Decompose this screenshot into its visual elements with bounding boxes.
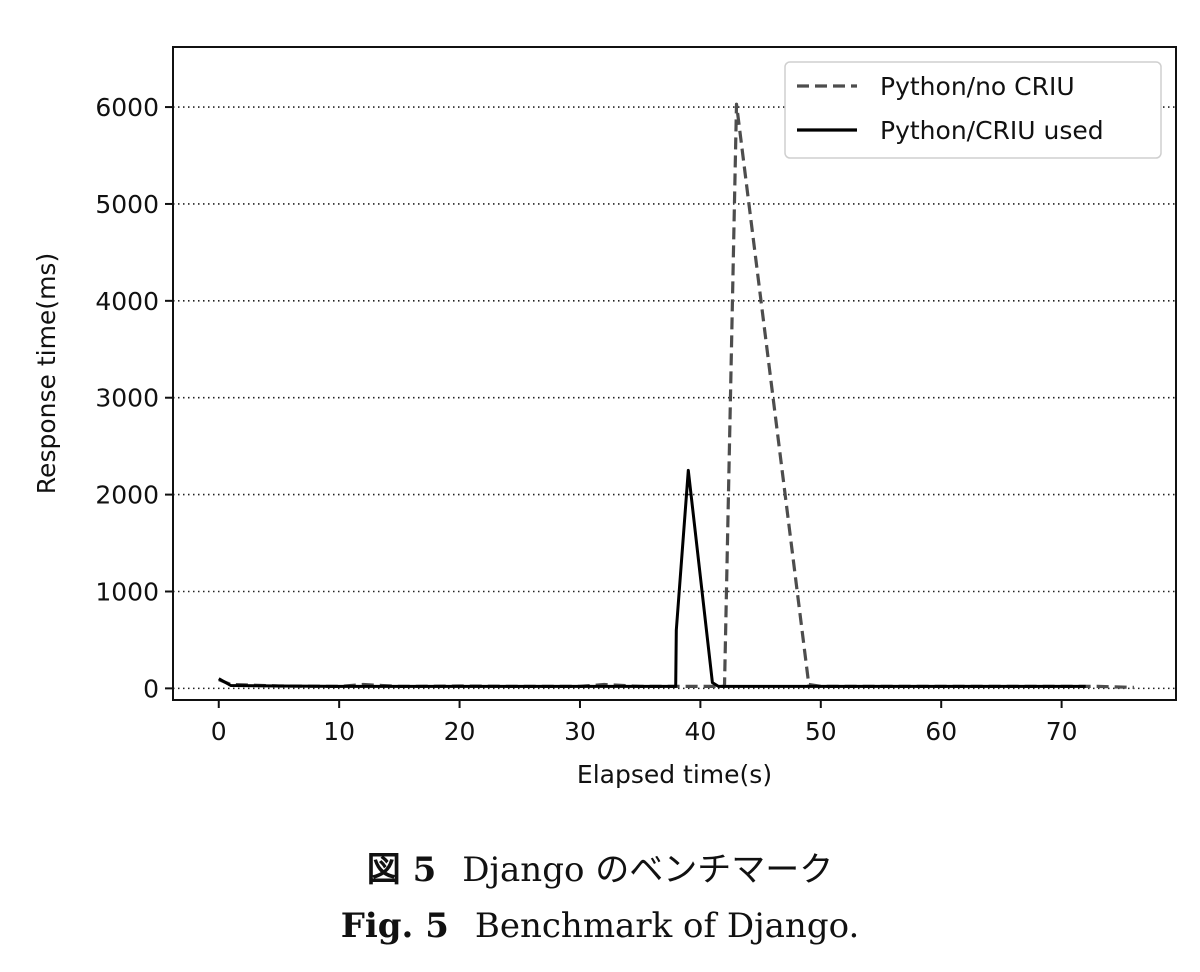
- caption-japanese: 図 5 Django のベンチマーク: [0, 842, 1200, 891]
- series-layer: [218, 102, 1134, 689]
- x-tick-label-60: 60: [925, 717, 957, 746]
- x-tick-label-30: 30: [564, 717, 596, 746]
- x-axis: 0 10 20 30 40 50 60 70: [211, 700, 1078, 746]
- caption-jp-figure-number: 図 5: [366, 850, 437, 890]
- x-tick-label-50: 50: [805, 717, 837, 746]
- series-line-python-criu-used: [218, 468, 1086, 688]
- caption-en-figure-number: Fig. 5: [340, 906, 449, 946]
- y-axis: 0 1000 2000 3000 4000 5000 6000: [95, 93, 173, 703]
- caption-english: Fig. 5 Benchmark of Django.: [0, 906, 1200, 946]
- series-line-python-no-criu: [218, 102, 1134, 689]
- x-tick-label-10: 10: [323, 717, 355, 746]
- y-tick-label-5000: 5000: [95, 190, 159, 219]
- legend-box: [784, 61, 1162, 159]
- y-tick-label-0: 0: [143, 674, 159, 703]
- plot-frame: [172, 46, 1177, 701]
- legend: Python/no CRIU Python/CRIU used: [784, 61, 1162, 159]
- legend-label-no-criu: Python/no CRIU: [880, 72, 1075, 101]
- caption-en-text: Benchmark of Django.: [474, 906, 860, 946]
- x-tick-label-0: 0: [211, 717, 227, 746]
- x-axis-label: Elapsed time(s): [577, 760, 772, 789]
- caption-jp-text: Django のベンチマーク: [462, 850, 834, 890]
- chart: 0 10 20 30 40 50 60 70 0 1000 2000 3000 4000 5000 600…: [32, 46, 1177, 789]
- y-axis-label: Response time(ms): [32, 253, 61, 494]
- grid-lines: [173, 106, 1176, 690]
- y-tick-label-3000: 3000: [95, 384, 159, 413]
- y-tick-label-6000: 6000: [95, 93, 159, 122]
- x-tick-label-70: 70: [1046, 717, 1078, 746]
- x-tick-label-20: 20: [444, 717, 476, 746]
- legend-label-criu-used: Python/CRIU used: [880, 116, 1104, 145]
- y-tick-label-2000: 2000: [95, 481, 159, 510]
- y-tick-label-1000: 1000: [95, 577, 159, 606]
- y-tick-label-4000: 4000: [95, 287, 159, 316]
- x-tick-label-40: 40: [684, 717, 716, 746]
